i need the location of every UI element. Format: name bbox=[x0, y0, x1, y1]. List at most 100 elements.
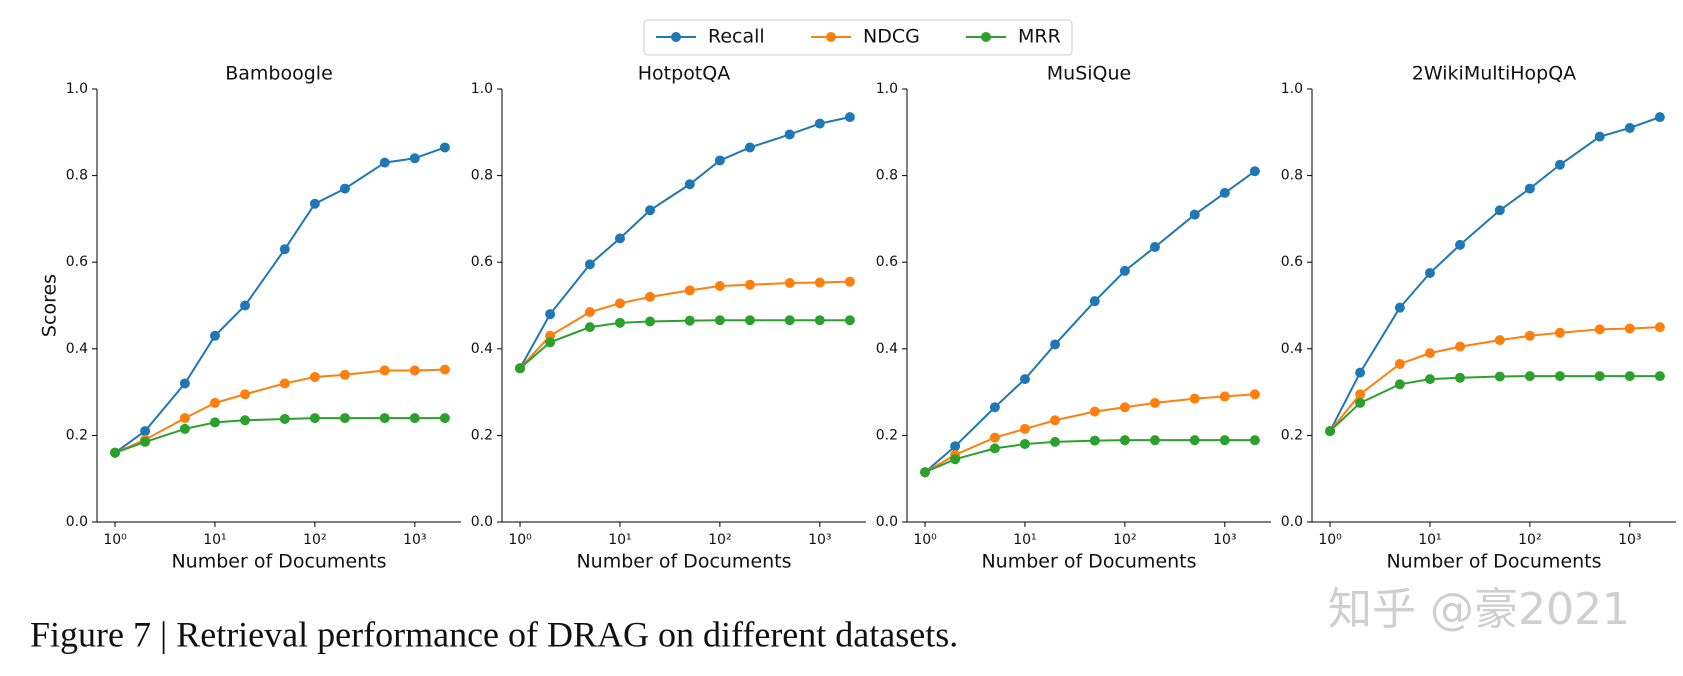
y-tick-label: 0.2 bbox=[66, 427, 88, 443]
data-point bbox=[1424, 268, 1435, 279]
series-line bbox=[1329, 116, 1661, 432]
series-line bbox=[114, 417, 445, 454]
data-point bbox=[614, 233, 625, 244]
legend-marker bbox=[826, 32, 836, 42]
x-tick-label: 10¹ bbox=[608, 532, 631, 548]
data-point bbox=[110, 447, 121, 458]
series-line bbox=[519, 116, 851, 369]
data-point bbox=[684, 285, 695, 296]
x-tick-label: 10¹ bbox=[1013, 532, 1036, 548]
data-point bbox=[339, 369, 350, 380]
data-point bbox=[339, 183, 350, 194]
series-line bbox=[1329, 375, 1660, 432]
data-point bbox=[1019, 374, 1030, 385]
data-point bbox=[814, 315, 825, 326]
x-tick-label: 10⁰ bbox=[913, 532, 937, 548]
data-point bbox=[1654, 322, 1665, 333]
data-point bbox=[614, 317, 625, 328]
data-point bbox=[515, 363, 526, 374]
y-tick-label: 0.0 bbox=[1281, 514, 1303, 530]
legend-marker bbox=[671, 32, 681, 42]
subplot-title: 2WikiMultiHopQA bbox=[1412, 63, 1576, 85]
data-point bbox=[379, 413, 390, 424]
data-point bbox=[279, 378, 290, 389]
x-tick-label: 10² bbox=[1113, 532, 1136, 548]
y-tick-label: 0.2 bbox=[1281, 427, 1303, 443]
y-tick-label: 0.0 bbox=[876, 514, 898, 530]
y-tick-label: 0.8 bbox=[471, 168, 493, 184]
data-point bbox=[1249, 389, 1260, 400]
data-point bbox=[179, 413, 190, 424]
x-tick-label: 10² bbox=[1518, 532, 1541, 548]
data-point bbox=[545, 309, 556, 320]
series-line bbox=[924, 439, 1255, 474]
data-point bbox=[989, 443, 1000, 454]
x-tick-label: 10⁰ bbox=[508, 532, 532, 548]
y-tick-label: 0.0 bbox=[471, 514, 493, 530]
data-point bbox=[1119, 402, 1130, 413]
data-point bbox=[1554, 327, 1565, 338]
series-line bbox=[114, 368, 445, 454]
legend-marker bbox=[981, 32, 991, 42]
data-point bbox=[1249, 166, 1260, 177]
x-tick-label: 10¹ bbox=[1418, 532, 1441, 548]
data-point bbox=[1050, 339, 1061, 350]
data-point bbox=[1119, 265, 1130, 276]
data-point bbox=[1119, 435, 1130, 446]
y-tick-label: 0.8 bbox=[1281, 168, 1303, 184]
x-axis-label: Number of Documents bbox=[981, 551, 1196, 573]
x-axis-label: Number of Documents bbox=[171, 551, 386, 573]
x-tick-label: 10³ bbox=[1213, 532, 1236, 548]
y-tick-label: 0.6 bbox=[471, 254, 493, 270]
x-tick-label: 10² bbox=[303, 532, 326, 548]
data-point bbox=[409, 413, 420, 424]
data-point bbox=[439, 364, 450, 375]
y-tick-label: 1.0 bbox=[66, 81, 88, 97]
data-point bbox=[1524, 371, 1535, 382]
data-point bbox=[1149, 397, 1160, 408]
data-point bbox=[1554, 371, 1565, 382]
series-line bbox=[924, 170, 1256, 473]
watermark: 知乎 @豪2021 bbox=[1328, 584, 1630, 635]
data-point bbox=[714, 155, 725, 166]
data-point bbox=[209, 417, 220, 428]
legend-box bbox=[643, 19, 1073, 56]
series-line bbox=[924, 393, 1255, 474]
data-point bbox=[309, 413, 320, 424]
data-point bbox=[584, 259, 595, 270]
data-point bbox=[950, 441, 961, 452]
data-point bbox=[684, 315, 695, 326]
data-point bbox=[1494, 205, 1505, 216]
data-point bbox=[645, 291, 656, 302]
data-point bbox=[1089, 296, 1100, 307]
data-point bbox=[1394, 302, 1405, 313]
y-tick-label: 0.2 bbox=[876, 427, 898, 443]
y-tick-label: 0.4 bbox=[876, 341, 898, 357]
data-point bbox=[1149, 435, 1160, 446]
x-tick-label: 10⁰ bbox=[103, 532, 127, 548]
data-point bbox=[744, 315, 755, 326]
series-line bbox=[519, 319, 850, 370]
data-point bbox=[1594, 131, 1605, 142]
data-point bbox=[989, 432, 1000, 443]
data-point bbox=[1455, 239, 1466, 250]
data-point bbox=[1189, 209, 1200, 220]
data-point bbox=[844, 112, 855, 123]
data-point bbox=[714, 315, 725, 326]
data-point bbox=[1149, 242, 1160, 253]
data-point bbox=[439, 142, 450, 153]
x-tick-label: 10³ bbox=[1618, 532, 1641, 548]
data-point bbox=[1594, 324, 1605, 335]
subplot-title: MuSiQue bbox=[1047, 63, 1131, 85]
data-point bbox=[140, 426, 151, 437]
y-tick-label: 0.6 bbox=[876, 254, 898, 270]
data-point bbox=[1594, 371, 1605, 382]
data-point bbox=[1219, 187, 1230, 198]
data-point bbox=[684, 179, 695, 190]
data-point bbox=[545, 337, 556, 348]
data-point bbox=[1455, 372, 1466, 383]
data-point bbox=[1554, 159, 1565, 170]
data-point bbox=[1325, 426, 1336, 437]
